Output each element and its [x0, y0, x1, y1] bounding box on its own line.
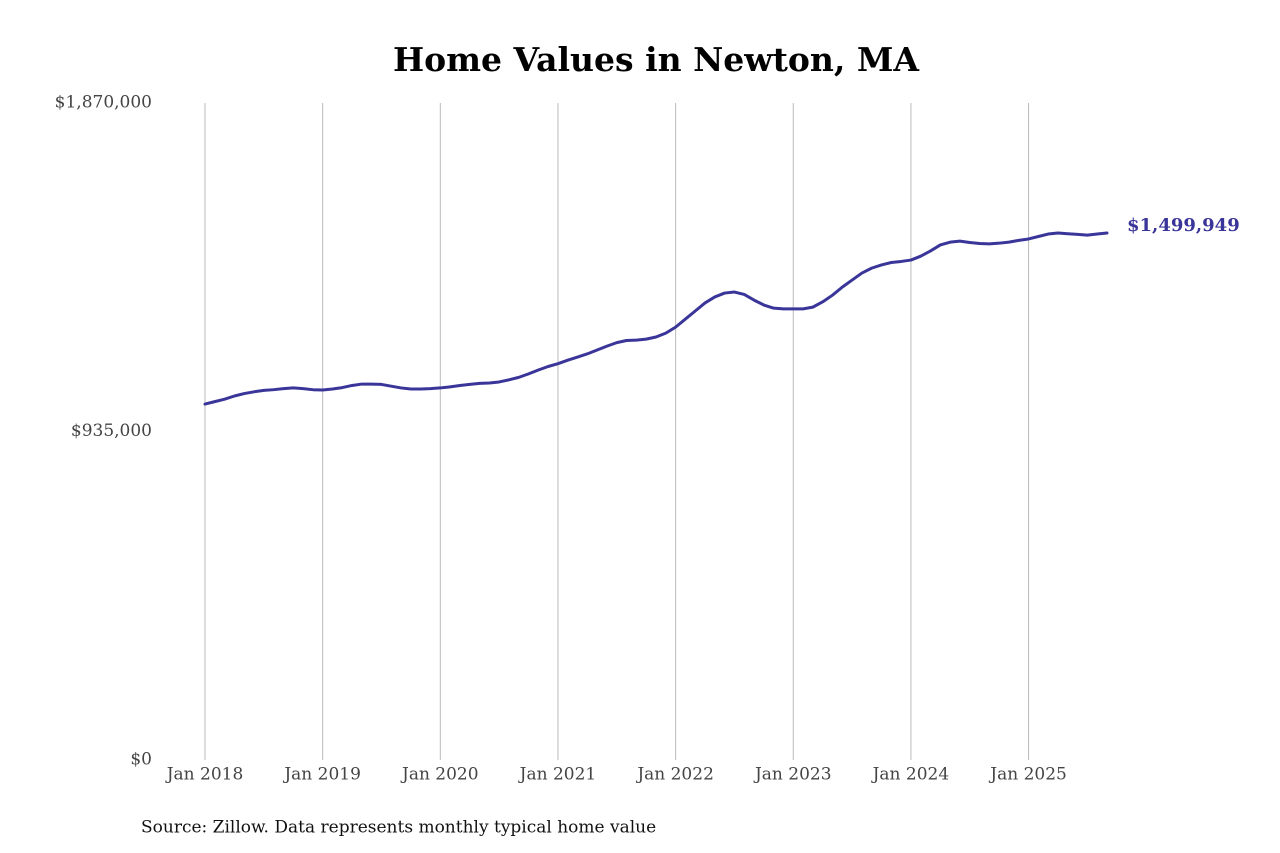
- y-tick-label: $0: [130, 750, 152, 770]
- x-tick-label: Jan 2024: [871, 765, 950, 785]
- y-tick-label: $935,000: [71, 421, 152, 441]
- source-note: Source: Zillow. Data represents monthly …: [141, 818, 656, 838]
- x-tick-label: Jan 2018: [165, 765, 244, 785]
- x-tick-label: Jan 2019: [282, 765, 361, 785]
- x-tick-label: Jan 2022: [635, 765, 714, 785]
- value-label: $1,499,949: [1127, 215, 1240, 236]
- y-tick-label: $1,870,000: [55, 93, 152, 113]
- chart-title: Home Values in Newton, MA: [393, 40, 919, 79]
- x-tick-label: Jan 2025: [988, 765, 1067, 785]
- x-tick-label: Jan 2020: [400, 765, 479, 785]
- line: [203, 231, 1109, 406]
- x-tick-label: Jan 2023: [753, 765, 832, 785]
- x-tick-label: Jan 2021: [518, 765, 597, 785]
